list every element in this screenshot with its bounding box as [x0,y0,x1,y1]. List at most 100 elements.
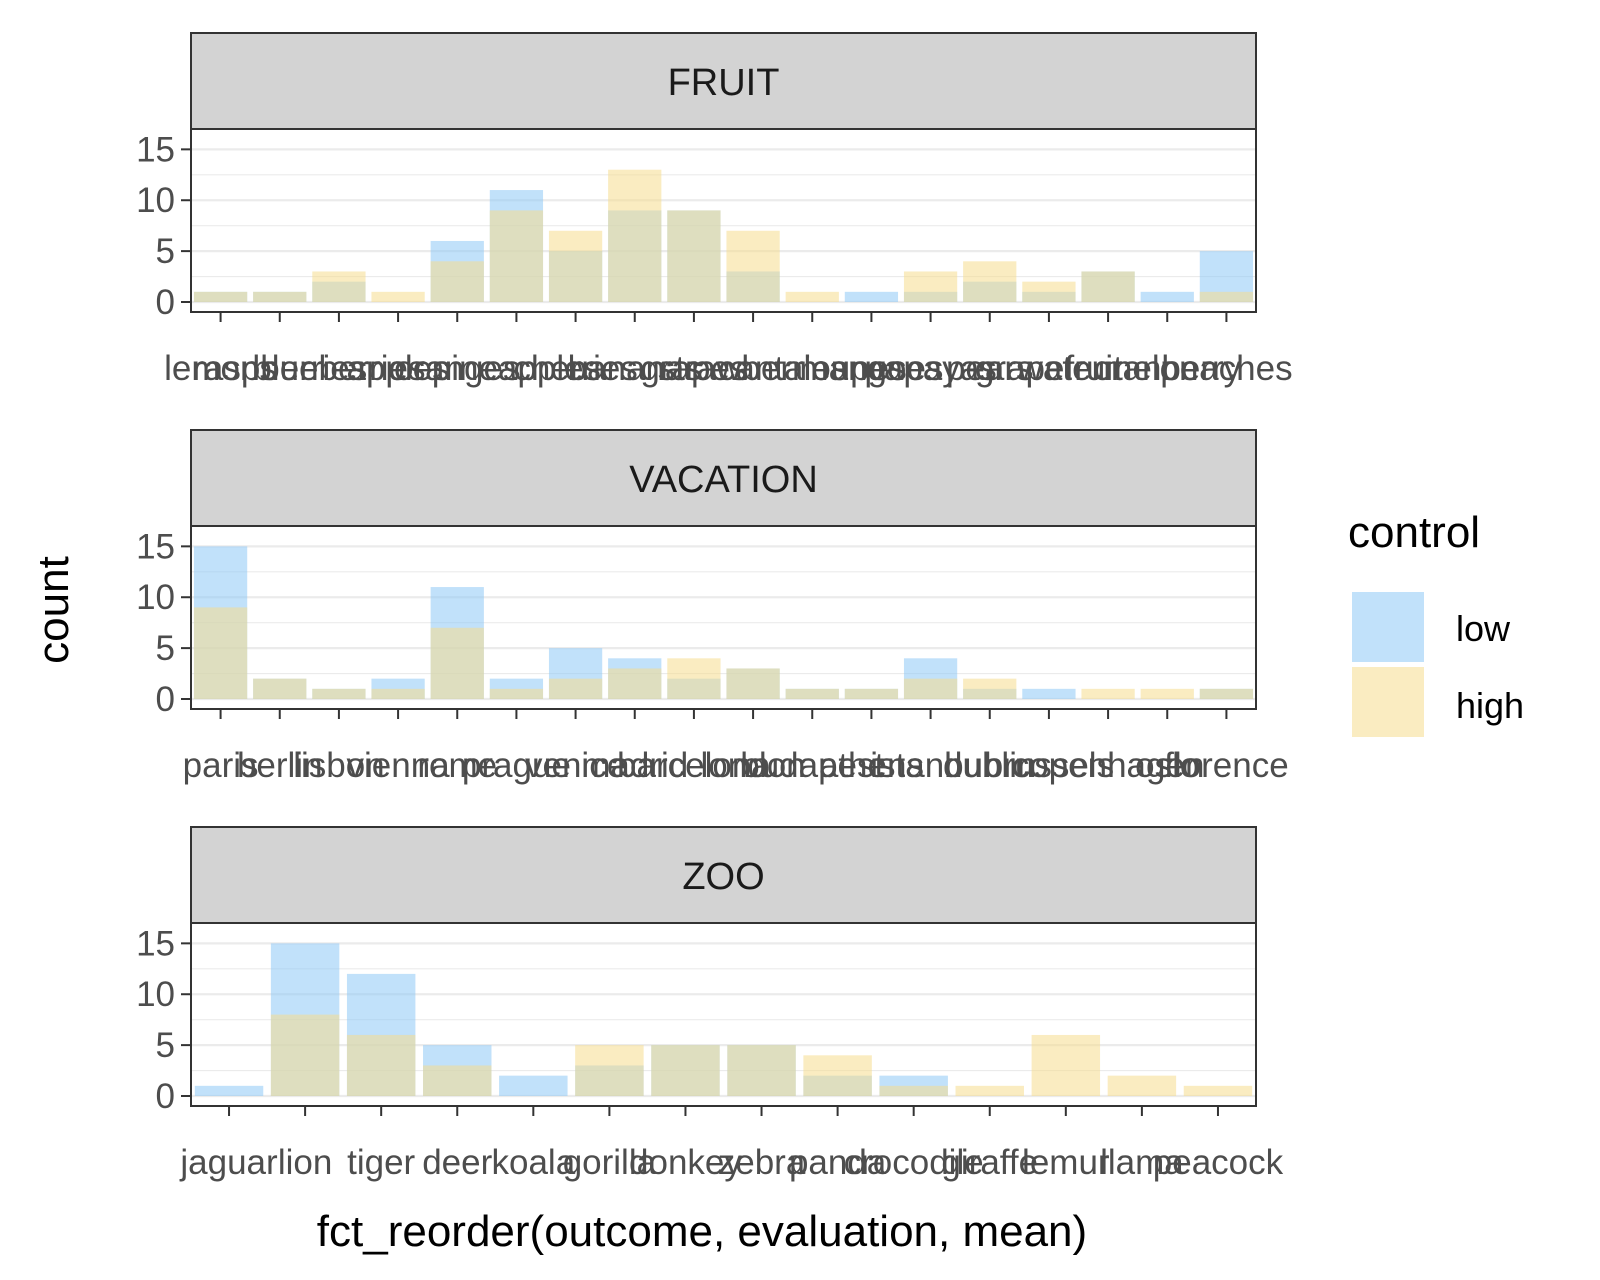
x-tick-label: watermelon [1017,349,1199,388]
y-tick-label: 15 [136,924,175,963]
x-tick-label: florence [1164,746,1289,785]
bar-high-barcelona [667,658,721,699]
x-tick-label: apples [347,349,450,388]
x-tick-label: dublin [943,746,1036,785]
x-tick-label: cherries [513,349,637,388]
panel-background [191,526,1256,709]
x-tick-label: panda [789,1143,887,1182]
y-axis-title: count [29,556,78,664]
facet-strip [190,32,1257,130]
bar-high-budapest [785,688,839,699]
bar-high-oranges [430,261,484,302]
y-tick-label: 5 [156,1026,175,1065]
x-tick-label: lion [278,1143,332,1182]
panel-background [191,129,1256,312]
x-tick-label: gorilla [563,1143,657,1182]
y-tick-label: 0 [156,1077,175,1116]
x-tick-label: rome [417,746,497,785]
x-tick-label: donkey [629,1143,742,1182]
facet-strip-label: ZOO [682,856,764,898]
facet-strip-label: FRUIT [668,62,780,104]
x-tick-label: prague [462,746,571,785]
bar-high-madrid [608,668,662,699]
legend: control low high [1348,508,1524,737]
facet-strip-label: VACATION [629,459,818,501]
bar-high-cantaloupes [785,291,839,302]
bar-high-gorilla [575,1045,644,1096]
x-tick-label: jaguar [179,1143,278,1182]
x-tick-label: strawberries [658,349,849,388]
bar-high-grapefruit [1022,281,1076,302]
x-tick-label: cantaloupes [718,349,907,388]
bar-high-watermelon [1081,271,1135,302]
x-tick-label: cranberry [1093,349,1241,388]
bar-high-zebra [727,1045,796,1096]
x-tick-label: blueberries [252,349,425,388]
x-tick-label: grapefruit [975,349,1123,388]
x-tick-label: grapes [640,349,747,388]
y-tick-label: 5 [156,232,175,271]
facet-strip [190,429,1257,527]
legend-label-high: high [1456,685,1524,726]
x-tick-label: llama [1100,1143,1184,1182]
bar-high-bananas [608,169,662,302]
bar-low-koala [499,1075,568,1096]
bar-high-rome [430,627,484,699]
y-tick-label: 10 [136,975,175,1014]
x-tick-label: vienna [347,746,451,785]
bar-high-london [726,668,780,699]
bar-high-panda [803,1055,872,1096]
x-axis-title: fct_reorder(outcome, evaluation, mean) [317,1207,1087,1256]
x-tick-label: zebra [718,1143,806,1182]
legend-label-low: low [1456,608,1511,649]
bar-high-strawberries [726,230,780,302]
bar-high-llama [1107,1075,1177,1096]
bar-high-lemons [193,291,248,302]
x-tick-label: koala [491,1143,575,1182]
y-tick-label: 10 [136,181,175,220]
x-tick-label: berlin [237,746,323,785]
bar-high-apples [371,291,425,302]
x-tick-label: istanbul [870,746,991,785]
x-tick-label: madrid [581,746,688,785]
bar-high-tiger [346,1034,416,1096]
legend-title: control [1348,508,1480,557]
bar-high-cherries [548,230,603,302]
bar-high-giraffe [955,1085,1024,1096]
x-tick-label: mangoes [799,349,943,388]
bar-high-blueberries [312,271,366,302]
y-tick-label: 10 [136,578,175,617]
bar-high-lisbon [312,688,366,699]
bar-high-peacock [1183,1085,1253,1096]
bar-high-vienna [371,688,425,699]
panel-border [190,922,1257,1107]
x-tick-label: copenhagen [1012,746,1205,785]
facet-panel-vacation: VACATION 0 5 10 15 parisberlinlisbonviennarom… [136,429,1289,785]
x-tick-label: lemons [164,349,277,388]
bar-low-cranberry [1140,291,1194,302]
bar-high-dublin [963,678,1017,699]
x-tick-label: barcelona [617,746,771,785]
x-tick-label: athens [819,746,924,785]
bar-low-brussels [1022,688,1076,699]
bar-high-venice [548,678,603,699]
bar-low-jaguar [194,1085,264,1096]
panel-border [190,525,1257,710]
bar-high-crocodile [879,1085,948,1096]
x-tick-label: london [701,746,806,785]
legend-key-high [1352,667,1424,737]
x-tick-label: tiger [347,1143,415,1182]
bar-high-oslo [1140,688,1194,699]
bar-high-prague [489,688,544,699]
bar-high-peaches [1199,291,1254,302]
x-tick-label: peaches [1160,349,1292,388]
bar-high-donkey [651,1045,720,1096]
x-tick-label: bananas [568,349,702,388]
x-tick-label: raspberries [192,349,367,388]
x-tick-label: deer [422,1143,492,1182]
facet-panels: FRUIT051015lemonsraspberriesblueberriesa… [136,32,1293,1182]
bar-high-deer [423,1065,492,1096]
x-tick-label: brussels [984,746,1114,785]
x-tick-label: venice [525,746,626,785]
